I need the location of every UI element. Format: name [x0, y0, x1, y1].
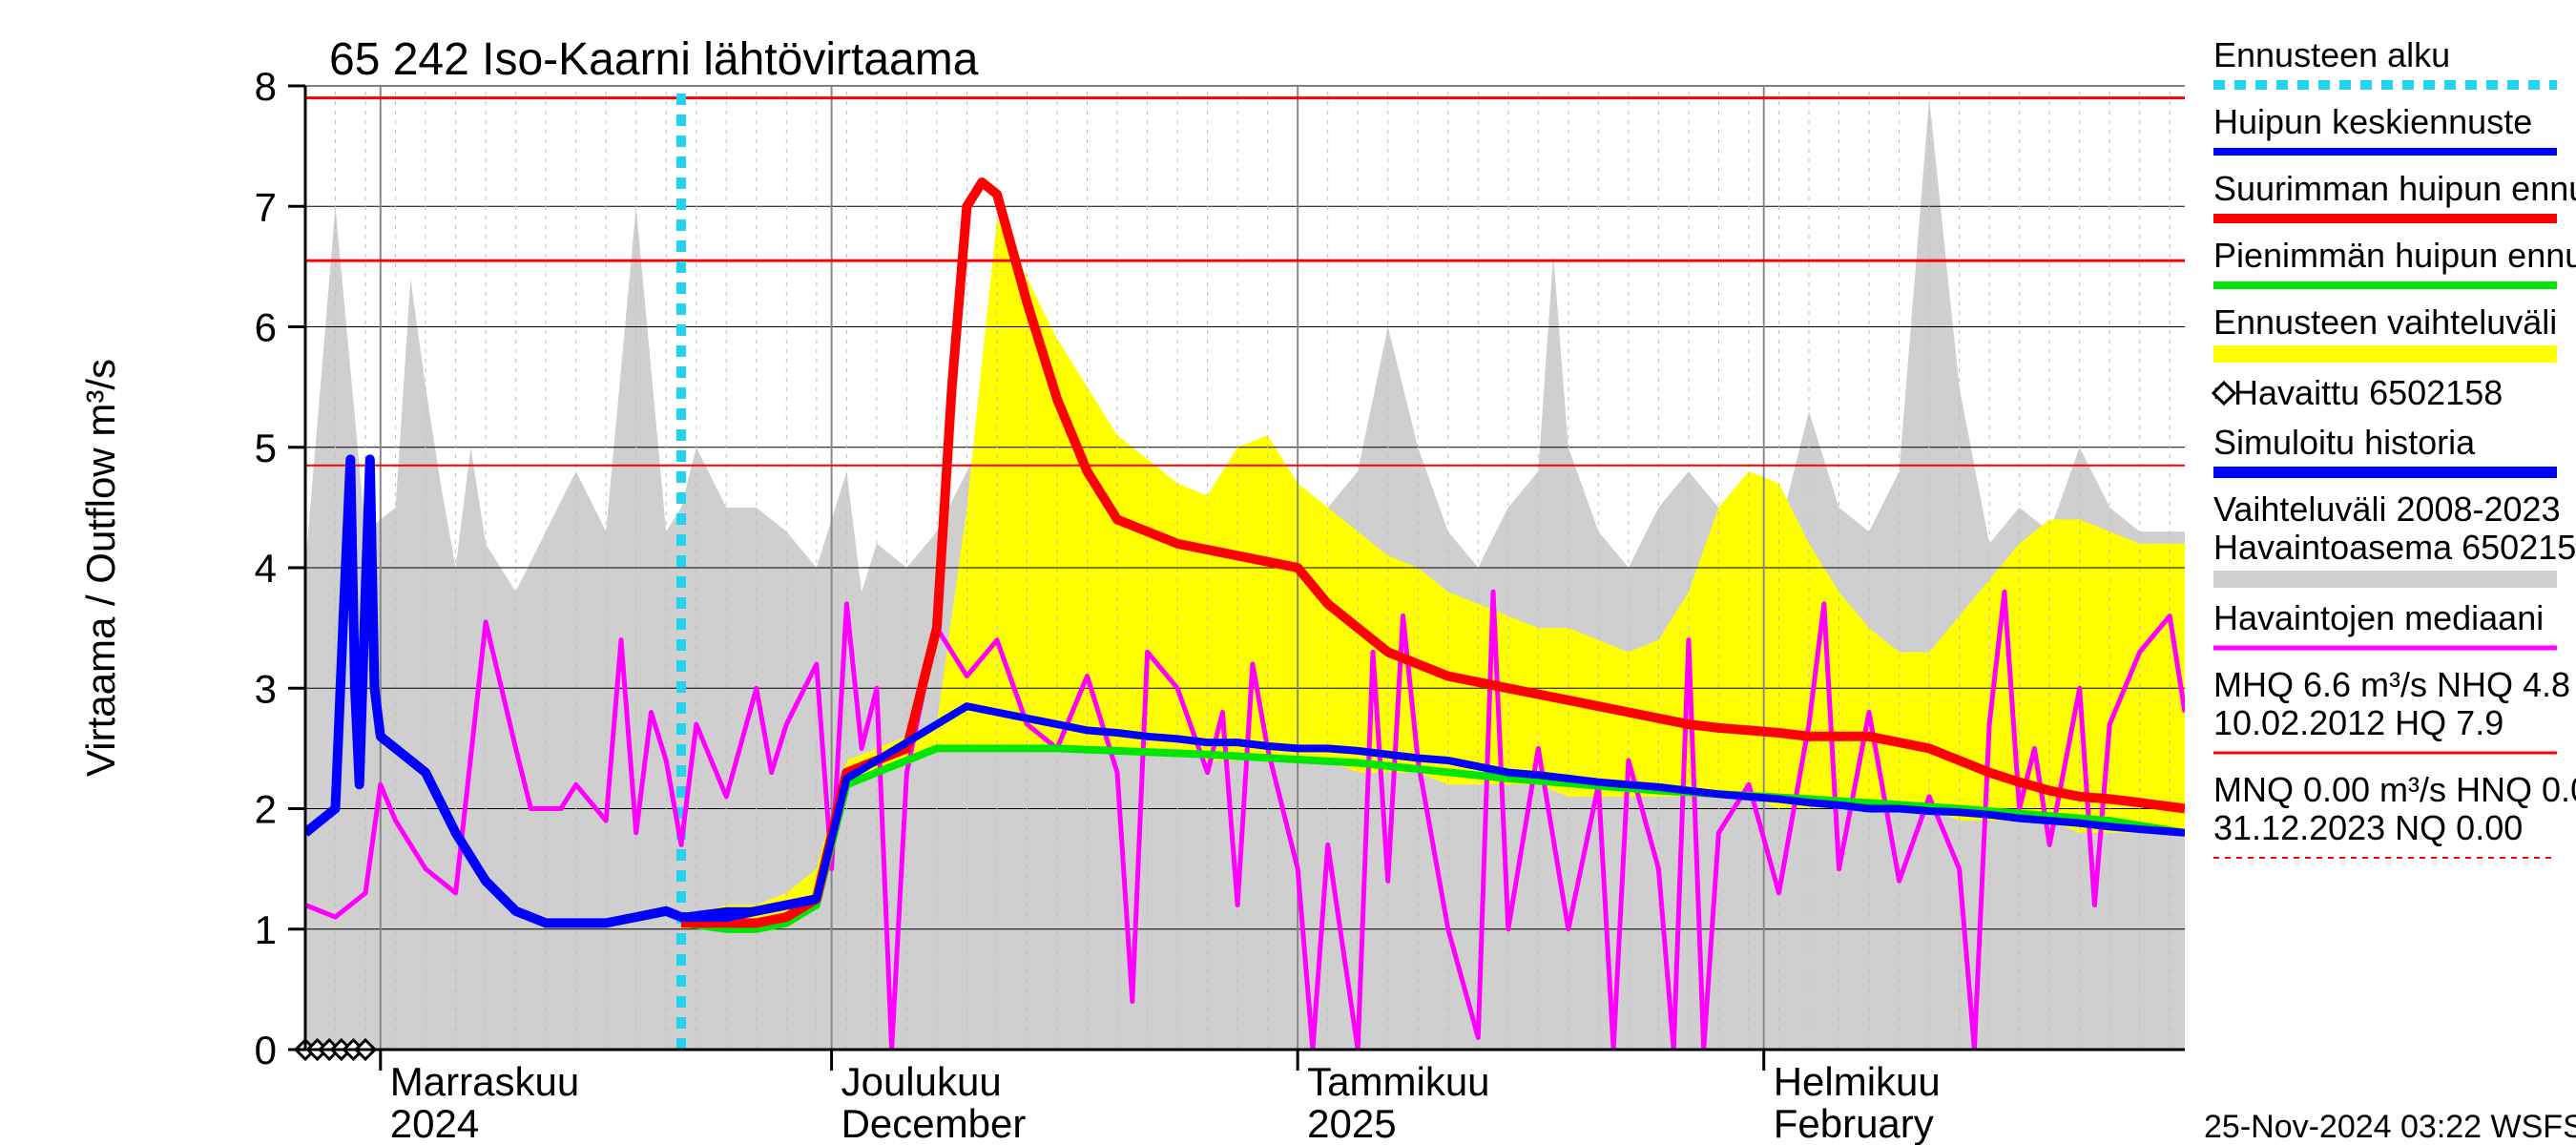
- y-tick-label: 4: [255, 546, 277, 591]
- x-tick-label-top: Helmikuu: [1774, 1059, 1941, 1104]
- chart-svg: 0 1 2 3 4 5 6 7 8 Marraskuu2024 JoulukuuDecember Ta…: [0, 0, 2576, 1145]
- chart-footer: 25-Nov-2024 03:22 WSFS-O: [2204, 1109, 2576, 1145]
- legend-label: Ennusteen vaihteluväli: [2213, 302, 2557, 342]
- legend-label: Simuloitu historia: [2213, 423, 2476, 462]
- y-tick-label: 6: [255, 305, 277, 350]
- x-tick-label-bottom: December: [841, 1101, 1027, 1145]
- legend-label: Pienimmän huipun ennuste: [2213, 236, 2576, 275]
- legend-label: =Havaittu 6502158: [2213, 373, 2503, 412]
- y-tick-label: 0: [255, 1028, 277, 1072]
- legend-swatch: [2213, 345, 2557, 363]
- legend-label: MNQ 0.00 m³/s HNQ 0.00: [2213, 770, 2576, 809]
- legend-label: 10.02.2012 HQ 7.9: [2213, 703, 2503, 742]
- x-tick-label-top: Marraskuu: [390, 1059, 579, 1104]
- legend-label: Vaihteluväli 2008-2023: [2213, 489, 2561, 529]
- y-tick-label: 7: [255, 184, 277, 229]
- legend-label: 31.12.2023 NQ 0.00: [2213, 808, 2523, 847]
- y-axis-label: Virtaama / Outflow m³/s: [78, 359, 123, 777]
- legend-label: Huipun keskiennuste: [2213, 102, 2532, 141]
- legend-label: Havaintoasema 6502158: [2213, 528, 2576, 567]
- x-tick-label-bottom: 2025: [1307, 1101, 1396, 1145]
- legend-label: Suurimman huipun ennuste: [2213, 169, 2576, 208]
- y-tick-label: 1: [255, 907, 277, 952]
- x-tick-label-bottom: 2024: [390, 1101, 479, 1145]
- legend-label: MHQ 6.6 m³/s NHQ 4.8: [2213, 665, 2570, 704]
- x-tick-label-top: Tammikuu: [1307, 1059, 1489, 1104]
- x-tick-label-bottom: February: [1774, 1101, 1934, 1145]
- chart-title: 65 242 Iso-Kaarni lähtövirtaama: [329, 34, 979, 85]
- y-tick-label: 2: [255, 787, 277, 832]
- x-tick-label-top: Joulukuu: [841, 1059, 1002, 1104]
- legend-swatch: [2213, 571, 2557, 588]
- y-tick-label: 3: [255, 666, 277, 711]
- legend-label: Ennusteen alku: [2213, 35, 2450, 74]
- legend-label: Havaintojen mediaani: [2213, 598, 2544, 637]
- outflow-chart: 0 1 2 3 4 5 6 7 8 Marraskuu2024 JoulukuuDecember Ta…: [0, 0, 2576, 1145]
- y-tick-label: 5: [255, 426, 277, 470]
- y-tick-label: 8: [255, 64, 277, 109]
